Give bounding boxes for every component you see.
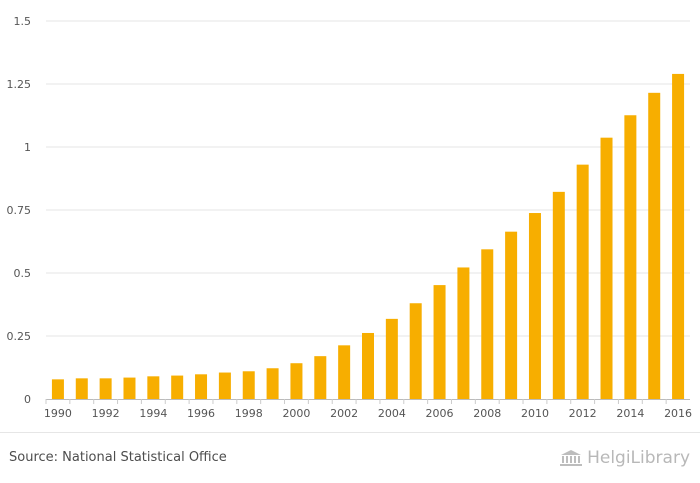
brand-name: HelgiLibrary <box>587 448 690 468</box>
y-tick-label: 1.25 <box>7 78 32 91</box>
bar-1995[interactable] <box>171 375 184 399</box>
bar-2010[interactable] <box>528 213 541 399</box>
bar-2013[interactable] <box>600 137 613 399</box>
bar-2004[interactable] <box>385 318 398 399</box>
x-tick-label: 2002 <box>330 407 358 420</box>
bar-2008[interactable] <box>481 249 494 399</box>
bar-2003[interactable] <box>362 332 374 399</box>
bar-2000[interactable] <box>290 363 303 399</box>
bar-2005[interactable] <box>409 303 422 399</box>
y-tick-label: 1.5 <box>14 15 32 28</box>
bar-2016[interactable] <box>672 73 685 400</box>
bar-2011[interactable] <box>552 191 565 399</box>
x-tick-label: 2012 <box>569 407 597 420</box>
x-tick-label: 2008 <box>473 407 501 420</box>
bar-1994[interactable] <box>147 376 160 399</box>
bar-1998[interactable] <box>242 371 255 399</box>
bar-2014[interactable] <box>624 115 637 400</box>
x-tick-label: 1998 <box>235 407 263 420</box>
x-tick-label: 2004 <box>378 407 406 420</box>
x-axis: 1990 1992 1994 1996 1998 2000 2002 2004 2006 2008… <box>44 399 692 420</box>
bar-1999[interactable] <box>266 368 279 399</box>
bar-1997[interactable] <box>218 372 231 399</box>
bar-1993[interactable] <box>123 377 136 399</box>
bar-1991[interactable] <box>75 378 88 399</box>
gridlines <box>46 20 690 337</box>
bar-2001[interactable] <box>314 356 327 399</box>
library-building-icon <box>560 450 583 466</box>
x-tick-label: 2014 <box>616 407 644 420</box>
x-tick-label: 1992 <box>92 407 120 420</box>
y-tick-label: 0.75 <box>7 204 32 217</box>
footer-divider <box>0 432 700 433</box>
bar-2002[interactable] <box>338 345 351 399</box>
bar-2012[interactable] <box>576 164 589 399</box>
y-tick-label: 0 <box>24 393 31 406</box>
bar-1990[interactable] <box>51 379 64 399</box>
helgi-library-logo[interactable]: HelgiLibrary <box>559 448 690 468</box>
x-tick-label: 1994 <box>139 407 167 420</box>
x-tick-label: 2016 <box>664 407 692 420</box>
bar-2009[interactable] <box>505 231 518 399</box>
x-tick-label: 2006 <box>426 407 454 420</box>
y-tick-label: 0.5 <box>14 267 32 280</box>
y-tick-label: 0.25 <box>7 330 32 343</box>
x-tick-label: 1996 <box>187 407 215 420</box>
bar-1996[interactable] <box>195 374 208 399</box>
source-note: Source: National Statistical Office <box>9 450 227 465</box>
x-tick-label: 1990 <box>44 407 72 420</box>
bar-2006[interactable] <box>433 285 446 399</box>
x-tick-label: 2010 <box>521 407 549 420</box>
y-tick-label: 1 <box>24 141 31 154</box>
bar-1992[interactable] <box>99 378 112 399</box>
x-tick-label: 2000 <box>282 407 310 420</box>
bar-2007[interactable] <box>457 267 470 399</box>
y-axis-ticks: 0 0.25 0.5 0.75 1 1.25 1.5 <box>7 15 32 406</box>
bars <box>51 73 685 400</box>
bar-2015[interactable] <box>648 92 661 399</box>
